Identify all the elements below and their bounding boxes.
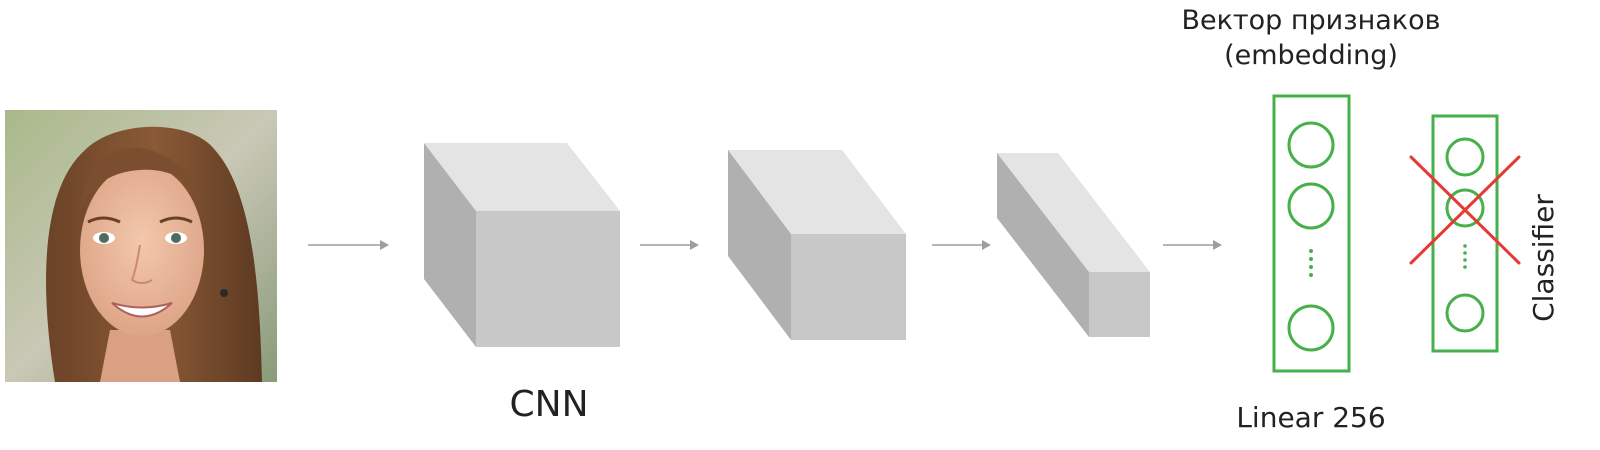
feature-map-block-icon	[424, 143, 620, 347]
ellipsis-dot	[1463, 265, 1467, 269]
feature-map-block-icon	[997, 153, 1150, 337]
neuron-node	[1287, 121, 1335, 169]
classifier-layer	[1431, 114, 1499, 353]
face-photo-icon	[5, 110, 277, 382]
ellipsis-dot	[1309, 249, 1313, 253]
embedding-label-line2: (embedding)	[1224, 40, 1398, 71]
classifier-label: Classifier	[1527, 194, 1560, 322]
ellipsis-dot	[1309, 265, 1313, 269]
embedding-label-line1: Вектор признаков	[1181, 5, 1440, 36]
neuron-node	[1445, 188, 1485, 228]
arrow-right-icon	[640, 240, 699, 250]
arrow-right-icon	[1163, 240, 1222, 250]
cross-mark-icon	[1409, 155, 1521, 265]
embedding-layer	[1272, 94, 1351, 373]
neuron-node	[1287, 304, 1335, 352]
neuron-node	[1445, 137, 1485, 177]
neuron-node	[1287, 182, 1335, 230]
arrow-right-icon	[308, 240, 389, 250]
ellipsis-dot	[1309, 273, 1313, 277]
ellipsis-dot	[1309, 257, 1313, 261]
cnn-label: CNN	[510, 384, 589, 425]
feature-map-block-icon	[728, 150, 906, 340]
arrow-right-icon	[932, 240, 991, 250]
neuron-node	[1445, 293, 1485, 333]
ellipsis-dot	[1463, 244, 1467, 248]
ellipsis-dot	[1463, 258, 1467, 262]
ellipsis-dot	[1463, 251, 1467, 255]
linear-label: Linear 256	[1236, 401, 1385, 434]
